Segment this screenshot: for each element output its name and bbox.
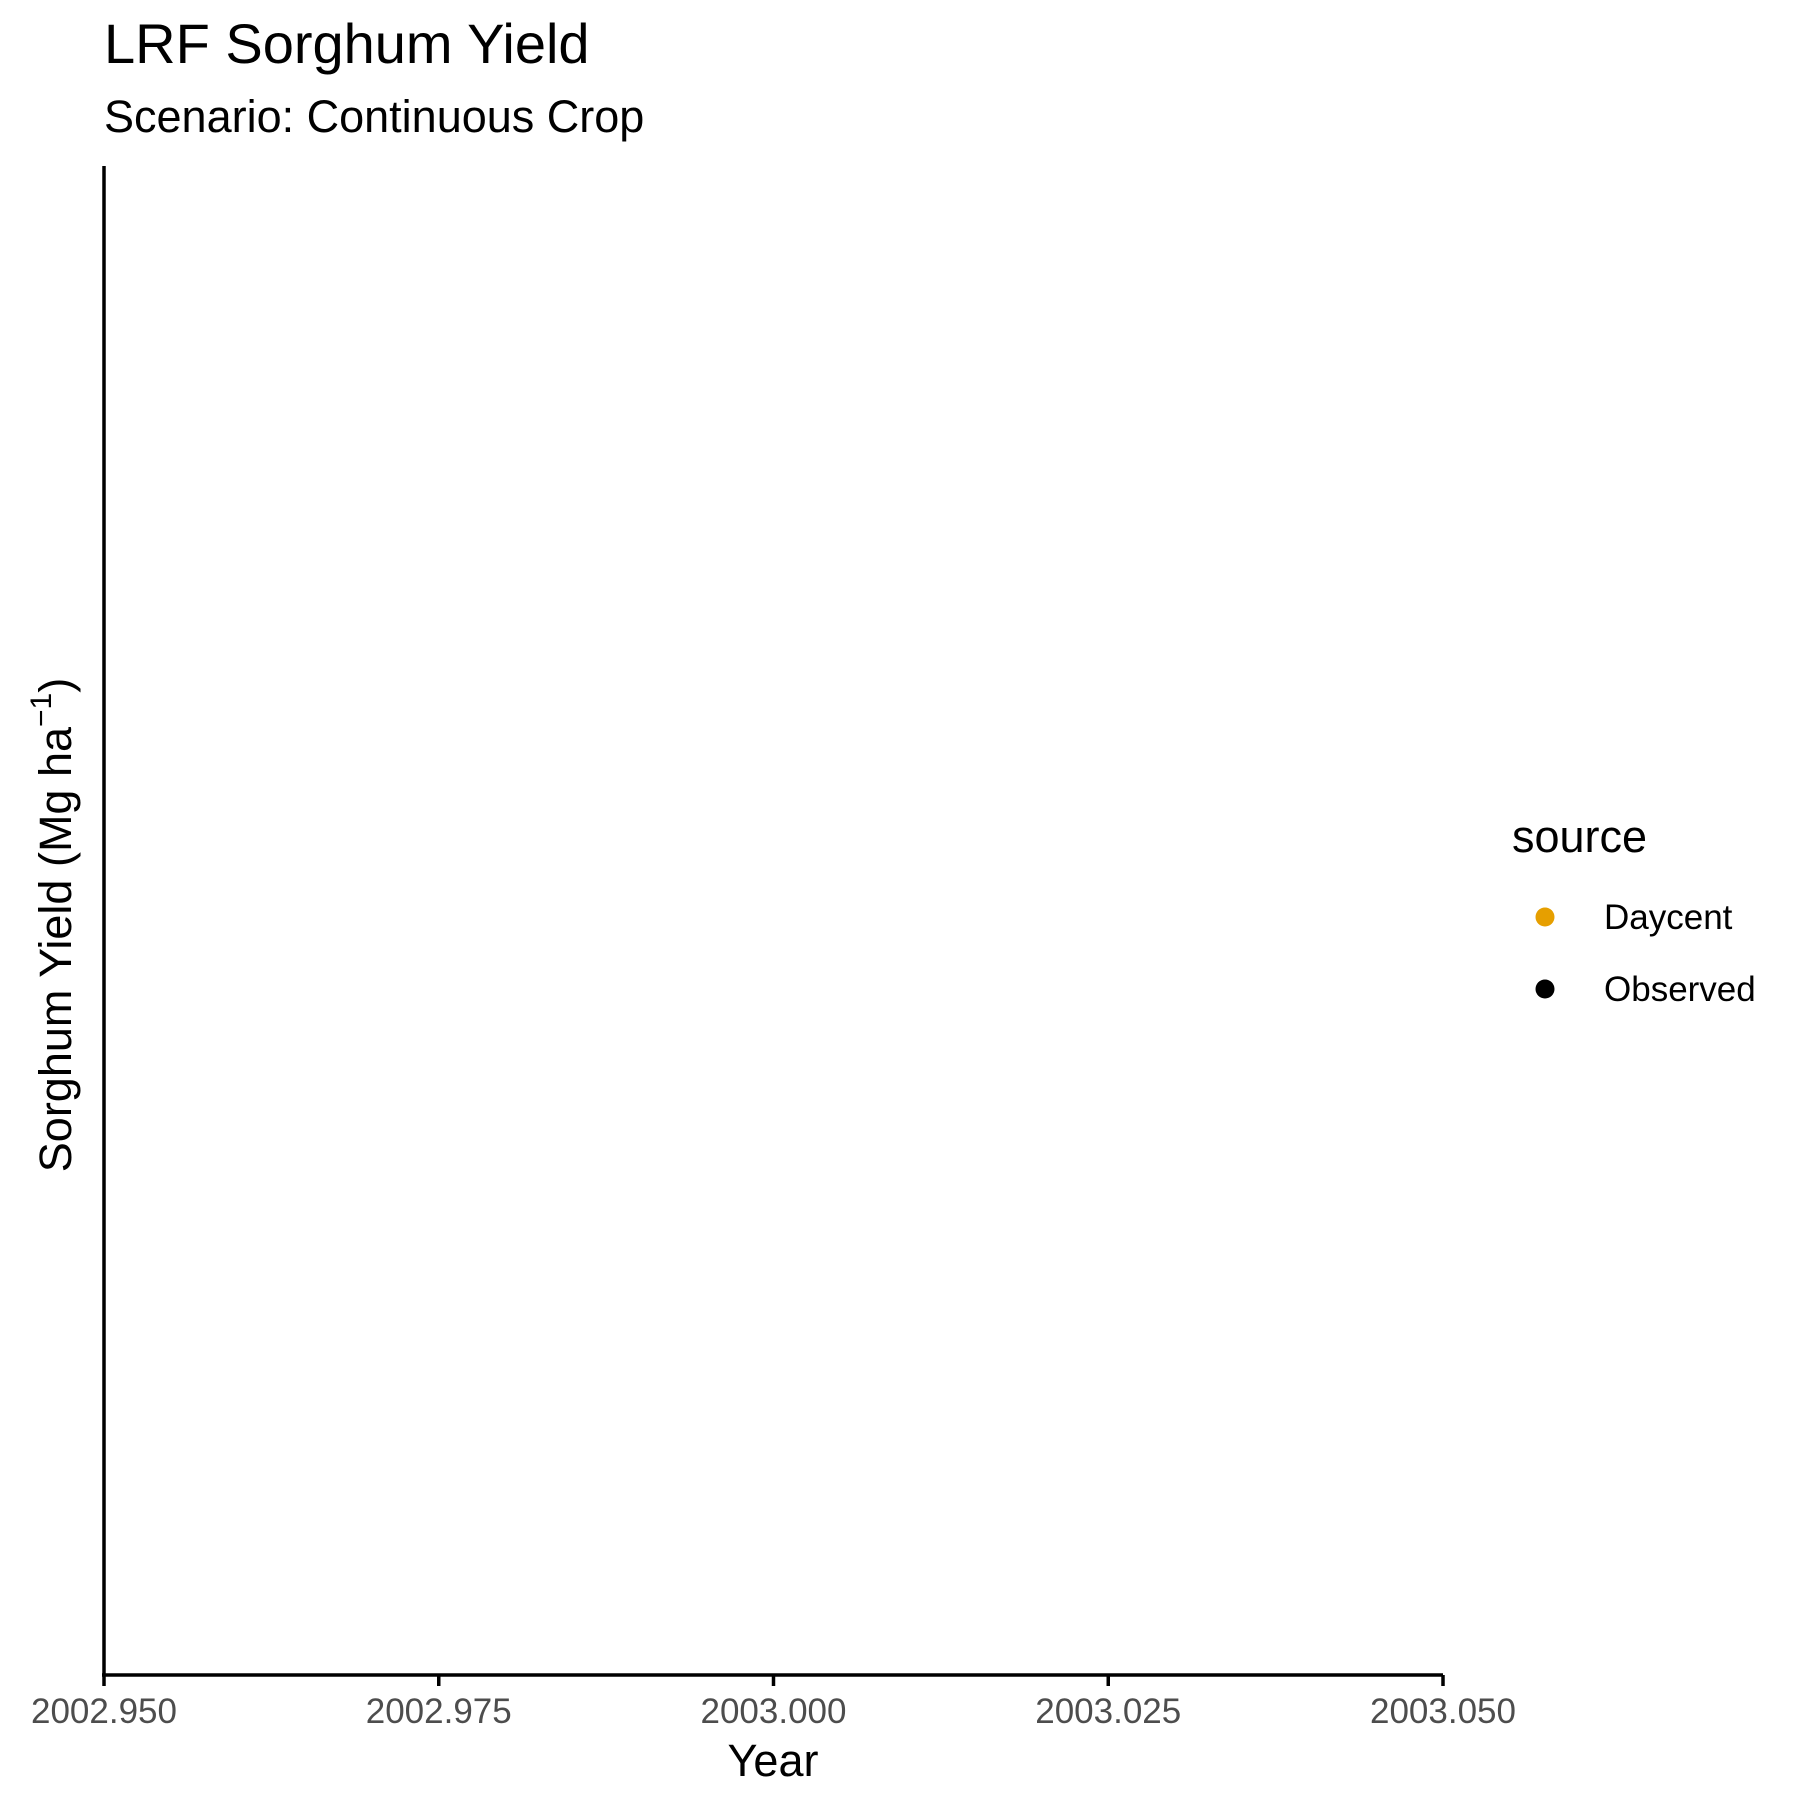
y-axis-title-superscript: −1	[25, 693, 58, 727]
legend-label-observed: Observed	[1604, 970, 1756, 1009]
y-axis-title: Sorghum Yield (Mg ha−1)	[25, 678, 81, 1172]
x-tick-label: 2003.000	[701, 1692, 847, 1731]
legend: source Daycent Observed	[1512, 811, 1756, 1009]
legend-title: source	[1512, 811, 1647, 862]
legend-entries: Daycent Observed	[1535, 898, 1756, 1009]
chart-subtitle: Scenario: Continuous Crop	[104, 91, 644, 142]
legend-label-daycent: Daycent	[1604, 898, 1733, 937]
x-tick-label: 2002.950	[31, 1692, 177, 1731]
y-axis-title-main: Sorghum Yield (Mg ha	[30, 726, 81, 1172]
legend-key-daycent	[1535, 907, 1555, 927]
x-axis-ticks: 2002.950 2002.975 2003.000 2003.025 2003.050	[31, 1675, 1516, 1731]
legend-key-observed	[1535, 979, 1555, 999]
x-tick-label: 2003.025	[1035, 1692, 1181, 1731]
chart-title: LRF Sorghum Yield	[104, 12, 590, 75]
y-axis-title-end: )	[30, 678, 81, 693]
x-tick-label: 2002.975	[366, 1692, 512, 1731]
x-axis-title: Year	[728, 1735, 819, 1786]
x-tick-label: 2003.050	[1370, 1692, 1516, 1731]
